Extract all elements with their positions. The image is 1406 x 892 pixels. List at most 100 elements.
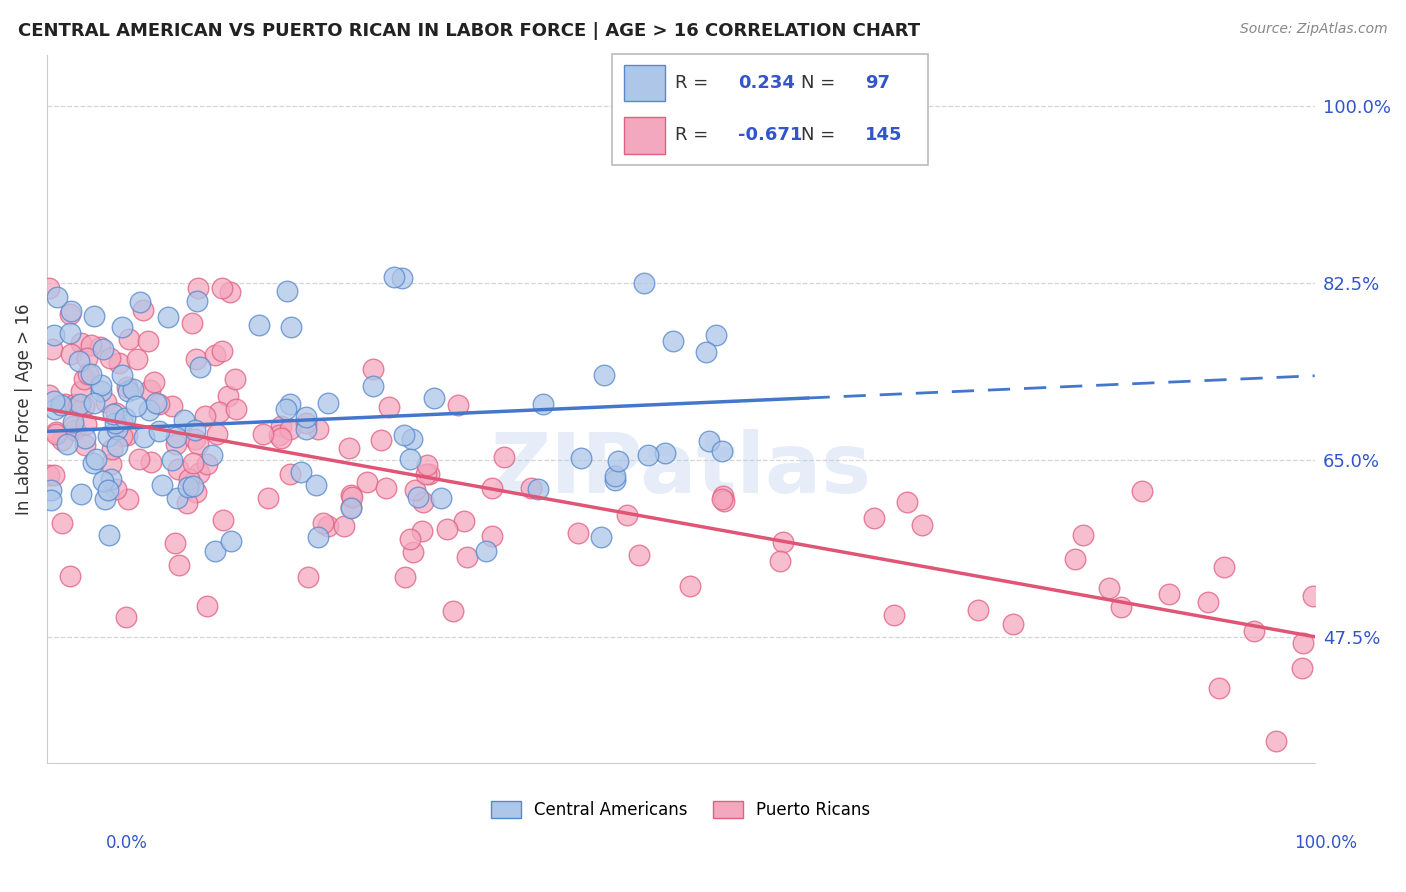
Point (333, 519, 356, 533)
Point (105, 406, 128, 420)
Point (311, 516, 333, 530)
Point (269, 427, 291, 442)
Point (569, 451, 592, 466)
Point (481, 481, 503, 495)
Point (713, 494, 735, 508)
Point (45, 426, 67, 441)
Point (276, 285, 298, 299)
Point (115, 380, 138, 394)
Point (605, 474, 627, 488)
Point (375, 482, 398, 496)
Point (392, 428, 415, 442)
Point (208, 405, 231, 419)
Point (527, 482, 550, 496)
Point (38, 468, 60, 483)
Point (62, 419, 84, 434)
Point (415, 467, 437, 482)
Text: R =: R = (675, 74, 714, 92)
Point (398, 451, 420, 466)
Text: R =: R = (675, 127, 714, 145)
Point (247, 318, 270, 333)
Point (70, 384, 93, 399)
Point (190, 359, 212, 374)
Point (436, 522, 458, 536)
Point (136, 334, 159, 348)
Point (910, 518, 932, 533)
Point (162, 400, 184, 414)
Point (430, 491, 453, 505)
Point (181, 316, 204, 330)
Text: 0.0%: 0.0% (105, 834, 148, 852)
Point (187, 466, 209, 480)
Point (42, 468, 65, 483)
Point (195, 599, 218, 614)
Point (711, 492, 734, 507)
Point (80, 367, 103, 381)
Point (76, 367, 98, 381)
Point (211, 281, 233, 295)
Point (628, 548, 651, 562)
Point (361, 378, 384, 392)
Point (361, 361, 384, 376)
Point (89, 340, 111, 354)
Point (416, 458, 439, 472)
Point (44, 402, 66, 417)
Point (616, 508, 638, 523)
Point (1071, 528, 1094, 542)
Point (1302, 589, 1324, 603)
Point (768, 554, 790, 568)
Point (406, 490, 429, 504)
Point (150, 478, 173, 492)
Point (679, 578, 702, 592)
Point (101, 407, 124, 421)
Point (270, 431, 292, 445)
Point (176, 479, 198, 493)
Point (118, 332, 141, 346)
Point (481, 529, 503, 543)
Point (184, 424, 207, 438)
Point (290, 466, 312, 480)
Point (148, 397, 170, 411)
Point (219, 285, 242, 300)
Point (412, 495, 434, 509)
Text: ZIPatlas: ZIPatlas (491, 429, 872, 510)
Point (51, 516, 73, 530)
Point (62, 415, 84, 429)
Point (75, 431, 97, 445)
Point (101, 442, 124, 456)
Point (80, 338, 103, 352)
Point (695, 345, 717, 359)
Point (38, 388, 60, 402)
Point (59, 307, 82, 321)
Point (132, 303, 155, 318)
Point (69, 397, 91, 411)
Point (494, 450, 516, 464)
Point (173, 413, 195, 427)
Point (197, 458, 219, 472)
Point (713, 489, 735, 503)
Point (165, 430, 187, 444)
Point (63, 423, 86, 437)
Point (592, 368, 614, 382)
Point (418, 467, 440, 481)
Point (125, 399, 148, 413)
Point (98, 351, 121, 366)
Point (167, 462, 190, 476)
Point (97, 483, 120, 498)
Point (1292, 636, 1315, 650)
Point (60, 346, 83, 360)
Point (91, 342, 114, 356)
Point (41, 343, 63, 357)
Point (73, 372, 96, 386)
Point (187, 281, 209, 295)
Point (1291, 661, 1313, 675)
Point (51, 433, 73, 447)
Point (1098, 582, 1121, 596)
Point (340, 488, 363, 502)
Point (90, 384, 112, 398)
Point (475, 543, 498, 558)
Point (97, 429, 120, 443)
Point (278, 397, 301, 411)
Point (398, 533, 420, 547)
Text: N =: N = (801, 127, 841, 145)
